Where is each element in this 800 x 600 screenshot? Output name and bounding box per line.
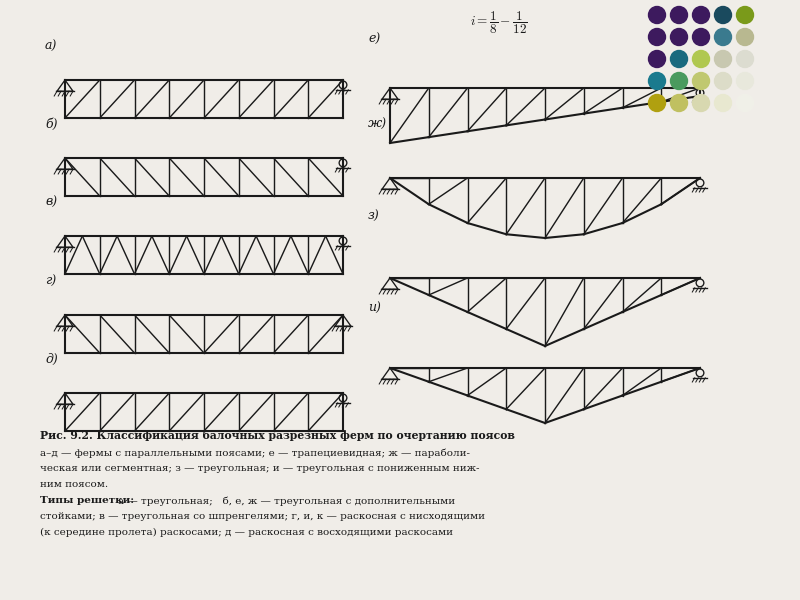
Text: а–д — фермы с параллельными поясами; е — трапециевидная; ж — параболи-: а–д — фермы с параллельными поясами; е —… (40, 448, 470, 457)
Text: а — треугольная;   б, е, ж — треугольная с дополнительными: а — треугольная; б, е, ж — треугольная с… (118, 496, 455, 505)
Text: е): е) (368, 33, 380, 46)
Circle shape (649, 73, 666, 89)
Text: ческая или сегментная; з — треугольная; и — треугольная с пониженным ниж-: ческая или сегментная; з — треугольная; … (40, 464, 479, 473)
Text: Рис. 9.2. Классификация балочных разрезных ферм по очертанию поясов: Рис. 9.2. Классификация балочных разрезн… (40, 430, 515, 441)
Text: $i = \dfrac{1}{8} - \dfrac{1}{12}$: $i = \dfrac{1}{8} - \dfrac{1}{12}$ (470, 10, 528, 36)
Circle shape (693, 7, 710, 23)
Text: (к середине пролета) раскосами; д — раскосная с восходящими раскосами: (к середине пролета) раскосами; д — раск… (40, 528, 453, 537)
Text: г): г) (45, 275, 56, 288)
Circle shape (693, 73, 710, 89)
Circle shape (693, 94, 710, 112)
Text: д): д) (45, 353, 58, 366)
Circle shape (670, 73, 687, 89)
Circle shape (714, 7, 731, 23)
Circle shape (670, 94, 687, 112)
Circle shape (693, 28, 710, 46)
Circle shape (737, 7, 754, 23)
Circle shape (649, 94, 666, 112)
Text: стойками; в — треугольная со шпренгелями; г, и, к — раскосная с нисходящими: стойками; в — треугольная со шпренгелями… (40, 512, 485, 521)
Text: з): з) (368, 210, 380, 223)
Circle shape (737, 73, 754, 89)
Circle shape (670, 50, 687, 67)
Circle shape (737, 28, 754, 46)
Circle shape (737, 50, 754, 67)
Text: а): а) (45, 40, 58, 53)
Circle shape (649, 7, 666, 23)
Circle shape (649, 50, 666, 67)
Text: Типы решетки:: Типы решетки: (40, 496, 138, 505)
Circle shape (714, 73, 731, 89)
Circle shape (693, 50, 710, 67)
Circle shape (670, 28, 687, 46)
Circle shape (670, 7, 687, 23)
Circle shape (737, 94, 754, 112)
Circle shape (714, 28, 731, 46)
Text: ним поясом.: ним поясом. (40, 480, 108, 489)
Text: б): б) (45, 118, 58, 131)
Text: в): в) (45, 196, 57, 209)
Circle shape (714, 94, 731, 112)
Text: ж): ж) (368, 118, 387, 131)
Circle shape (714, 50, 731, 67)
Circle shape (649, 28, 666, 46)
Text: и): и) (368, 302, 381, 315)
